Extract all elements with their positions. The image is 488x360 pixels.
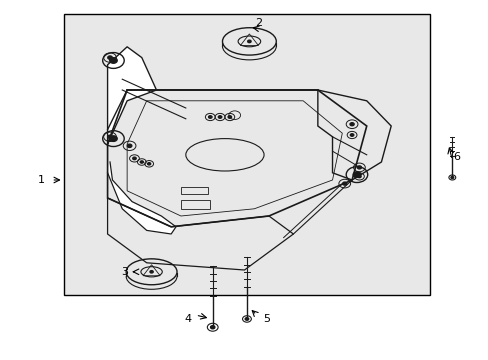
Text: 2: 2: [255, 18, 262, 28]
Circle shape: [127, 144, 132, 148]
Circle shape: [109, 136, 117, 141]
Text: 6: 6: [453, 152, 460, 162]
Circle shape: [107, 135, 112, 139]
Text: 3: 3: [121, 267, 128, 277]
Circle shape: [109, 58, 117, 63]
Circle shape: [107, 56, 112, 59]
Circle shape: [147, 163, 150, 165]
Text: 4: 4: [184, 314, 191, 324]
Circle shape: [357, 166, 361, 169]
Circle shape: [450, 176, 453, 179]
Text: 5: 5: [263, 314, 269, 324]
Circle shape: [208, 116, 212, 118]
Circle shape: [352, 172, 360, 177]
Bar: [181, 200, 210, 209]
Circle shape: [247, 40, 250, 42]
Circle shape: [150, 271, 153, 273]
Circle shape: [357, 175, 360, 177]
Circle shape: [342, 182, 346, 185]
Circle shape: [218, 116, 222, 118]
Polygon shape: [107, 47, 156, 144]
Circle shape: [349, 134, 353, 136]
Text: 1: 1: [38, 175, 45, 185]
Bar: [63, 14, 429, 295]
Circle shape: [244, 318, 248, 320]
Circle shape: [227, 116, 231, 118]
Bar: [181, 187, 207, 194]
Circle shape: [133, 157, 136, 159]
Circle shape: [210, 326, 214, 329]
Circle shape: [349, 123, 353, 126]
Circle shape: [140, 161, 143, 163]
Polygon shape: [107, 162, 176, 234]
